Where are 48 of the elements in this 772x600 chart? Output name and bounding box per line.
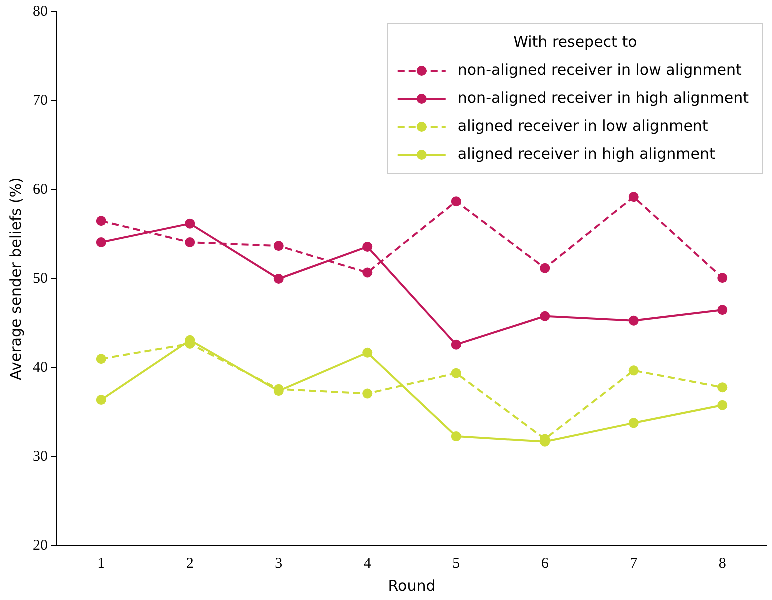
point (96, 238, 106, 248)
point (451, 432, 462, 442)
y-axis-title: Average sender beliefs (%) (6, 178, 25, 380)
y-tick-label: 40 (33, 360, 48, 376)
point (628, 418, 639, 428)
point (540, 311, 550, 322)
y-tick-label: 60 (33, 182, 48, 198)
x-tick-label: 5 (452, 556, 460, 572)
point (185, 218, 196, 229)
y-tick-label: 70 (33, 92, 48, 109)
legend-label: non-aligned receiver in low alignment (458, 60, 742, 79)
point (628, 316, 639, 326)
point (96, 216, 106, 226)
x-tick-label: 3 (275, 556, 283, 572)
point (628, 192, 639, 202)
point (540, 263, 550, 274)
point (362, 268, 373, 278)
point (274, 274, 284, 284)
legend-label: aligned receiver in high alignment (458, 144, 716, 163)
point (96, 354, 106, 364)
point (362, 348, 373, 358)
x-tick-label: 4 (364, 556, 372, 572)
y-tick-label: 80 (33, 4, 48, 20)
x-tick-label: 8 (718, 556, 726, 572)
point (274, 241, 284, 252)
point (362, 242, 373, 252)
x-tick-label: 7 (630, 556, 638, 572)
point (362, 388, 373, 399)
point (451, 196, 462, 207)
point (718, 400, 728, 410)
y-tick-label: 50 (33, 270, 48, 287)
point (628, 366, 639, 376)
x-tick-label: 6 (541, 556, 550, 572)
x-tick-label: 1 (98, 556, 106, 572)
y-tick-label: 30 (33, 448, 48, 465)
legend-title: With resepect to (514, 32, 638, 51)
point (96, 395, 106, 406)
legend-label: non-aligned receiver in high alignment (458, 88, 750, 107)
point (718, 305, 728, 316)
x-axis-title: Round (388, 576, 436, 595)
legend-label: aligned receiver in low alignment (458, 116, 708, 135)
point (451, 340, 462, 350)
point (718, 273, 728, 284)
x-tick-label: 2 (186, 556, 194, 572)
point (185, 238, 196, 248)
y-tick-label: 20 (33, 538, 48, 554)
point (451, 368, 462, 378)
point (718, 382, 728, 393)
